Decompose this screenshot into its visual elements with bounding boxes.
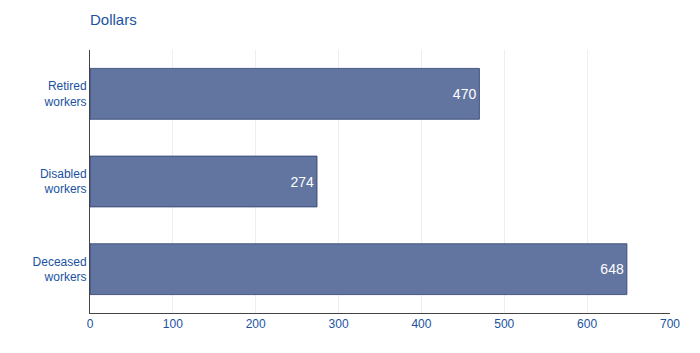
- svg-text:0: 0: [87, 317, 94, 331]
- svg-text:Deceasedworkers: Deceasedworkers: [33, 255, 87, 285]
- svg-text:300: 300: [329, 317, 349, 331]
- svg-text:200: 200: [246, 317, 266, 331]
- svg-text:600: 600: [577, 317, 597, 331]
- svg-text:274: 274: [290, 174, 314, 190]
- svg-text:Dollars: Dollars: [90, 11, 137, 28]
- svg-text:648: 648: [600, 261, 624, 277]
- svg-text:500: 500: [494, 317, 514, 331]
- svg-text:Retiredworkers: Retiredworkers: [44, 79, 87, 109]
- svg-text:400: 400: [411, 317, 431, 331]
- svg-text:470: 470: [453, 86, 477, 102]
- svg-text:100: 100: [163, 317, 183, 331]
- svg-text:700: 700: [660, 317, 680, 331]
- svg-text:Disabledworkers: Disabledworkers: [40, 167, 87, 197]
